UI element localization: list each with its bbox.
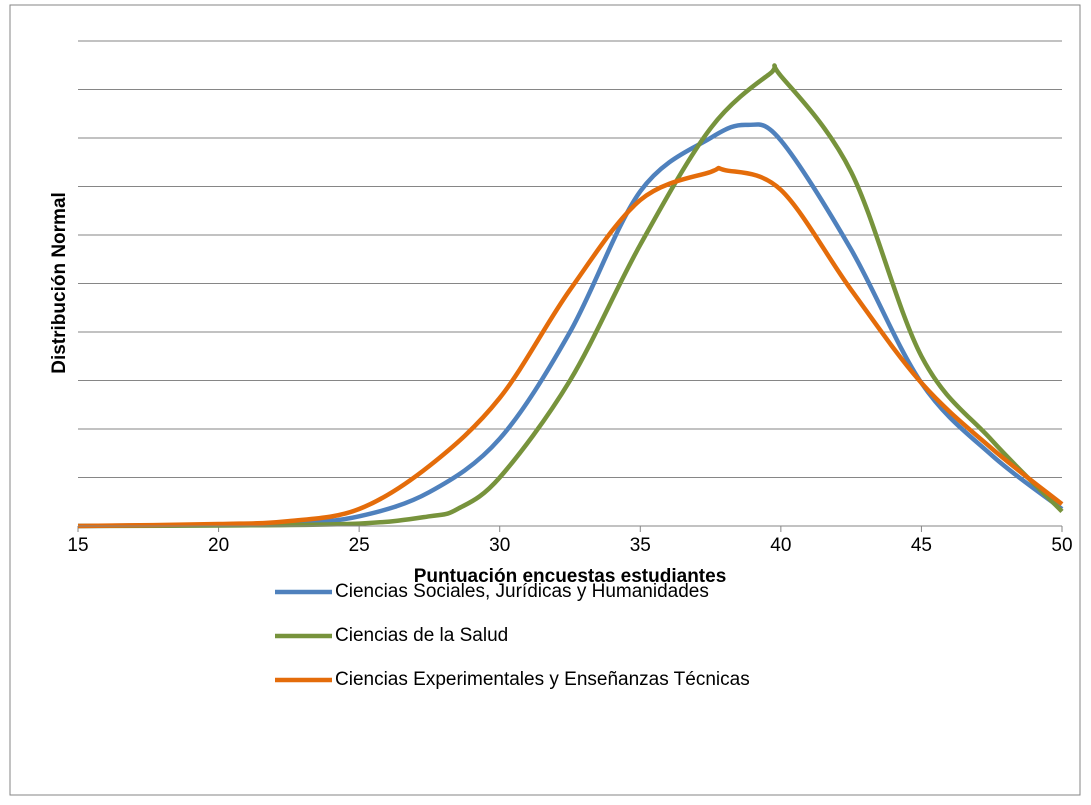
legend-label: Ciencias Experimentales y Enseñanzas Téc… [335,669,750,690]
x-tick-label: 50 [1051,535,1072,556]
chart-frame [9,4,1081,796]
x-tick-label: 30 [489,535,510,556]
x-tick-label: 25 [349,535,370,556]
x-axis-label: Puntuación encuestas estudiantes [414,566,727,587]
series-line [77,165,1064,529]
legend-label: Ciencias de la Salud [335,625,508,646]
x-tick-label: 40 [770,535,791,556]
x-tick-label: 45 [911,535,932,556]
x-tick-label: 15 [67,535,88,556]
x-tick-label: 35 [630,535,651,556]
x-tick-label: 20 [208,535,229,556]
y-axis-label: Distribución Normal [49,192,70,374]
legend-label: Ciencias Sociales, Jurídicas y Humanidad… [335,581,709,602]
series-line [77,63,1064,529]
